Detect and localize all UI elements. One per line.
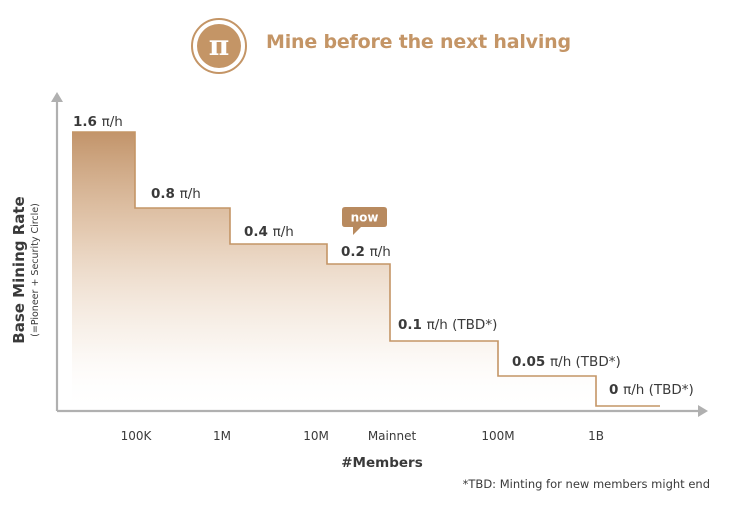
header: π Mine before the next halving — [0, 0, 750, 80]
y-axis-subtitle: (=Pioneer + Security Circle) — [30, 203, 41, 337]
step-line — [72, 131, 660, 407]
now-badge-shape — [342, 207, 387, 235]
value-label-0: 1.6 π/h — [73, 114, 123, 130]
x-tick-1m: 1M — [213, 429, 231, 443]
chart-area-layer — [72, 131, 660, 411]
page-title: Mine before the next halving — [266, 31, 571, 53]
chart-axes — [51, 92, 708, 417]
value-label-2: 0.4 π/h — [244, 224, 294, 240]
x-axis-title: #Members — [341, 455, 422, 471]
value-label-4: 0.1 π/h (TBD*) — [398, 317, 497, 333]
value-label-5: 0.05 π/h (TBD*) — [512, 354, 621, 370]
footnote: *TBD: Minting for new members might end — [463, 477, 710, 491]
now-annotation-badge: now — [342, 207, 387, 235]
x-tick-10m: 10M — [303, 429, 329, 443]
chart-x-ticks: 100K 1M 10M Mainnet 100M 1B — [121, 429, 604, 443]
x-axis-arrow-icon — [698, 405, 708, 417]
value-label-6: 0 π/h (TBD*) — [609, 382, 694, 398]
step-area-fill — [72, 132, 660, 411]
x-tick-1b: 1B — [588, 429, 604, 443]
now-badge-text: now — [351, 211, 379, 225]
x-tick-mainnet: Mainnet — [368, 429, 417, 443]
logo-symbol: π — [209, 29, 230, 62]
value-label-1: 0.8 π/h — [151, 186, 201, 202]
chart-value-labels: 1.6 π/h 0.8 π/h 0.4 π/h 0.2 π/h 0.1 π/h (TBD… — [73, 114, 694, 398]
y-axis-arrow-icon — [51, 92, 63, 102]
x-tick-100m: 100M — [481, 429, 514, 443]
x-tick-100k: 100K — [121, 429, 153, 443]
y-axis-title: Base Mining Rate — [10, 196, 28, 343]
chart-axis-titles: #Members Base Mining Rate (=Pioneer + Secu… — [10, 196, 710, 491]
pi-logo-icon: π — [191, 18, 247, 74]
value-label-3: 0.2 π/h — [341, 244, 391, 260]
